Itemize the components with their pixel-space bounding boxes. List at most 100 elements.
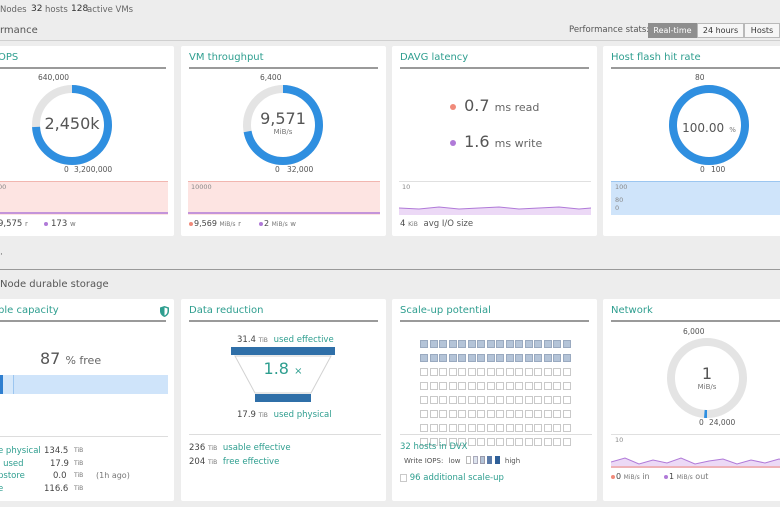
read-dot-icon (189, 221, 193, 226)
scaleup-additional-value[interactable]: 96 (409, 473, 421, 483)
reduction-bottom-value: 17.9 (237, 410, 256, 420)
host-cell-empty (505, 424, 514, 432)
host-cell-empty (467, 382, 476, 390)
scaleup-hosts-line[interactable]: 32 hosts in DVX (400, 442, 468, 452)
host-cell-empty (448, 424, 457, 432)
storage-divider (0, 269, 780, 270)
throughput-sparkline (188, 181, 380, 215)
capacity-row: e 116.6 TiB (0, 483, 158, 496)
reduction-top-label[interactable]: used effective (273, 335, 334, 345)
reduction-ratio-wrap: 1.8 × (231, 359, 335, 378)
network-ring (667, 338, 747, 418)
reduction-top: 31.4 TiB used effective (237, 335, 334, 345)
host-cell-empty (420, 382, 428, 390)
host-cell-empty (439, 424, 447, 432)
throughput-unit: MiB/s (273, 128, 293, 136)
host-cell-active (439, 354, 447, 362)
tab-hosts[interactable]: Hosts (744, 23, 780, 38)
host-cell-empty (553, 368, 561, 376)
iops-min-label: 0 (64, 165, 69, 174)
host-cell-empty (420, 410, 428, 418)
scaleup-additional: 96 additional scale-up (400, 473, 504, 483)
write-dot-icon (450, 139, 456, 146)
tab-real-time[interactable]: Real-time (648, 23, 697, 38)
host-cell-empty (543, 396, 552, 404)
host-cell-empty (439, 368, 447, 376)
iops-spark-label: 00 (0, 183, 7, 191)
latency-read-row: 0.7 ms read (450, 96, 539, 115)
flash-spark-bottom: 0 (615, 204, 620, 212)
host-cell-empty (562, 438, 571, 446)
performance-divider (0, 40, 780, 41)
host-cell-empty (448, 396, 457, 404)
host-cell-empty (429, 382, 438, 390)
host-cell-empty (467, 368, 476, 376)
host-cell-empty (448, 438, 457, 446)
scaleup-additional-label[interactable]: additional scale-up (423, 473, 504, 483)
host-cell-empty (486, 368, 495, 376)
capacity-row-label[interactable]: pstore (0, 471, 25, 481)
flash-spark-mid: 80 (615, 196, 624, 204)
reduction-top-unit: TiB (258, 337, 268, 344)
host-cell-empty (467, 410, 476, 418)
throughput-max-label: 6,400 (260, 73, 282, 82)
host-cell-empty (486, 438, 495, 446)
capacity-used-fill (0, 375, 3, 394)
host-cell-empty (553, 382, 561, 390)
host-cell-active (524, 354, 533, 362)
flash-spark-top: 100 (615, 183, 628, 191)
reduction-row-label[interactable]: usable effective (222, 443, 291, 453)
network-spark-label: 10 (615, 436, 624, 444)
reduction-card: Data reduction 31.4 TiB used effective 1… (181, 299, 386, 501)
host-cell-empty (439, 382, 447, 390)
throughput-write-value: 2 (264, 219, 270, 228)
host-cell-active (420, 354, 428, 362)
host-cell-empty (458, 410, 466, 418)
capacity-rows: e physical 134.5 TiB l used 17.9 TiB pst… (0, 445, 158, 495)
host-cell-empty (467, 438, 476, 446)
host-cell-empty (515, 438, 523, 446)
host-cell-empty (524, 396, 533, 404)
reduction-bottom-label[interactable]: used physical (273, 410, 332, 420)
write-dot-icon (259, 221, 263, 226)
throughput-write-unit: w (290, 220, 297, 228)
host-cell-active (448, 354, 457, 362)
capacity-row-unit: TiB (74, 472, 84, 479)
host-cell-empty (505, 382, 514, 390)
host-cell-empty (562, 424, 571, 432)
throughput-ring (243, 85, 323, 165)
host-cell-active (429, 354, 438, 362)
reduction-rows: 236 TiB usable effective 204 TiB free ef… (189, 442, 291, 469)
host-cell-empty (496, 368, 504, 376)
capacity-row-label[interactable]: l used (0, 458, 24, 469)
host-cell-empty (486, 382, 495, 390)
reduction-bottom: 17.9 TiB used physical (237, 410, 332, 420)
host-cell-empty (515, 396, 523, 404)
host-slot-icon (400, 473, 407, 482)
tab-24-hours[interactable]: 24 hours (697, 23, 744, 38)
iops-card: OPS 640,000 2,450k 0 3,200,000 00 9,575 … (0, 46, 174, 236)
host-cell-empty (543, 424, 552, 432)
host-cell-empty (448, 410, 457, 418)
host-cell-active (420, 340, 428, 348)
host-cell-empty (553, 438, 561, 446)
host-grid (420, 340, 574, 446)
host-cell-empty (458, 382, 466, 390)
reduction-row-label[interactable]: free effective (222, 456, 280, 467)
iops-write-unit: w (69, 220, 76, 228)
write-iops-legend (465, 456, 500, 466)
io-size-unit: KiB (408, 221, 418, 228)
host-cell-empty (524, 424, 533, 432)
read-dot-icon (450, 103, 456, 110)
iops-total-label: 3,200,000 (74, 165, 113, 174)
host-cell-empty (505, 410, 514, 418)
io-size-label: avg I/O size (423, 219, 474, 229)
capacity-row-label[interactable]: e (0, 483, 4, 494)
host-cell-empty (477, 438, 485, 446)
capacity-row-label[interactable]: e physical (0, 446, 41, 456)
host-cell-active (458, 354, 466, 362)
shield-icon[interactable] (160, 306, 169, 317)
capacity-row-value: 0.0 (53, 471, 67, 481)
network-in-unit: in (642, 472, 650, 481)
host-cell-empty (515, 382, 523, 390)
